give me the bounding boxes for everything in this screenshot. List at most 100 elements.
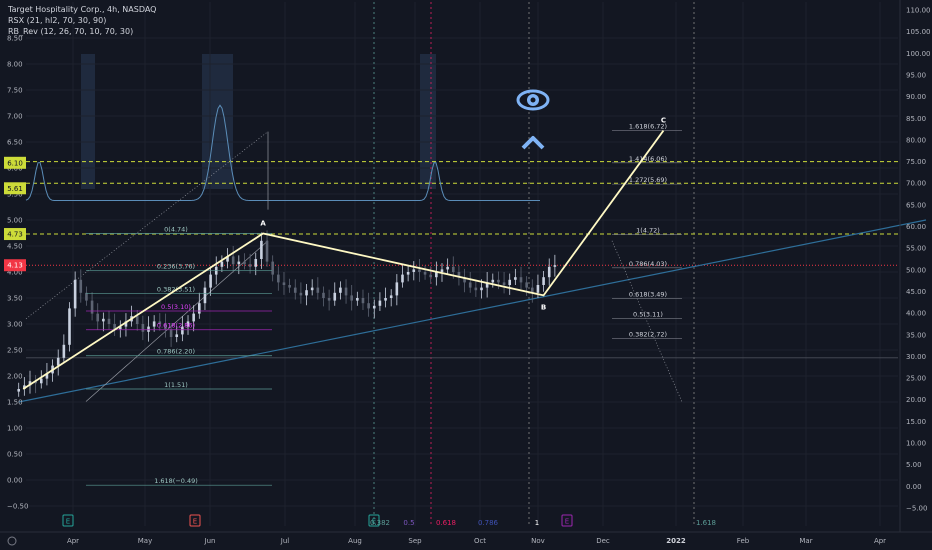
symbol-title: Target Hospitality Corp., 4h, NASDAQ — [8, 5, 157, 14]
earnings-marker-label: E — [565, 518, 569, 526]
x-axis-tick: Jun — [204, 537, 216, 545]
candle-body — [102, 318, 105, 322]
candle-body — [474, 287, 478, 291]
candle-body — [79, 279, 83, 293]
candle-body — [525, 282, 528, 288]
candle-body — [68, 308, 71, 345]
right-axis-tick: 0.00 — [906, 483, 922, 491]
right-axis-tick: 10.00 — [906, 440, 926, 448]
right-axis-tick: 110.00 — [906, 7, 931, 15]
candle-body — [547, 266, 551, 278]
price-label-text: 4.73 — [7, 231, 23, 239]
candle-body — [113, 324, 116, 330]
x-axis-tick: Sep — [408, 537, 422, 545]
candle-body — [243, 261, 246, 265]
time-fib-label: 1.618 — [696, 519, 716, 527]
candle-body — [198, 303, 201, 314]
candle-body — [152, 321, 156, 327]
candle-body — [277, 274, 280, 283]
candle-body — [333, 292, 337, 301]
candle-body — [192, 313, 195, 322]
price-label-badge — [4, 156, 26, 169]
candle-body — [519, 277, 523, 283]
right-axis-tick: 55.00 — [906, 245, 926, 253]
rb-rev-indicator-label: RB_Rev (12, 26, 70, 10, 70, 30) — [8, 27, 134, 36]
candle-body — [203, 287, 207, 304]
left-axis-tick: 8.50 — [7, 35, 23, 43]
candle-body — [175, 334, 179, 337]
candle-body — [463, 277, 466, 283]
candle-body — [322, 292, 325, 298]
x-axis-tick: Jul — [280, 537, 290, 545]
candle-body — [457, 272, 461, 278]
eye-iris-icon — [530, 97, 536, 103]
fib-retracement-label: 1.618(−0.49) — [154, 477, 198, 485]
left-axis-tick: 3.50 — [7, 295, 23, 303]
candle-body — [169, 329, 173, 337]
right-axis-tick: 80.00 — [906, 136, 926, 144]
candle-body — [141, 324, 145, 332]
rsx-highlight-band — [81, 54, 95, 189]
candle-body — [265, 240, 269, 262]
candle-body — [372, 305, 376, 309]
candle-body — [395, 282, 399, 296]
candle-body — [90, 300, 94, 314]
left-axis-tick: 8.00 — [7, 61, 23, 69]
fib-extension-label: 1(4.72) — [636, 227, 660, 235]
channel-line-lower — [85, 240, 269, 402]
right-axis-tick: −5.00 — [906, 505, 927, 513]
fib-retracement-label: 0(4.74) — [164, 226, 188, 234]
elliott-wave-line — [22, 130, 665, 390]
chart-header: Target Hospitality Corp., 4h, NASDAQ RSX… — [8, 4, 156, 37]
left-axis-tick: 1.50 — [7, 399, 23, 407]
right-axis-tick: 65.00 — [906, 201, 926, 209]
candle-body — [412, 269, 416, 272]
candle-body — [536, 285, 540, 293]
candle-body — [502, 282, 506, 285]
right-axis-tick: 70.00 — [906, 180, 926, 188]
candle-body — [107, 318, 111, 324]
fib-extension-label: 1.618(6.72) — [629, 123, 667, 131]
time-fib-label: 0.618 — [436, 519, 456, 527]
candle-body — [135, 316, 139, 324]
candle-body — [429, 274, 433, 278]
candle-body — [45, 373, 49, 379]
candle-body — [231, 256, 235, 265]
right-axis-tick: 95.00 — [906, 71, 926, 79]
left-axis-tick: 3.00 — [7, 321, 23, 329]
x-axis-tick: Mar — [799, 537, 812, 545]
candle-body — [237, 261, 241, 265]
trendline — [18, 219, 927, 403]
left-axis-tick: 7.50 — [7, 87, 23, 95]
earnings-marker-label: E — [193, 518, 197, 526]
left-axis-tick: 5.00 — [7, 217, 23, 225]
x-axis-tick: Nov — [531, 537, 545, 545]
candle-body — [497, 279, 500, 283]
x-axis-tick: Feb — [737, 537, 750, 545]
left-axis-tick: 6.50 — [7, 139, 23, 147]
left-axis-tick: −0.50 — [7, 503, 28, 511]
candle-body — [260, 240, 263, 259]
fib-extension-label: 1.272(5.69) — [629, 176, 667, 184]
candle-body — [406, 272, 410, 275]
rsx-highlight-band — [420, 54, 436, 189]
candle-body — [164, 324, 167, 330]
wave-label-a: A — [260, 220, 266, 228]
candle-body — [553, 265, 557, 267]
candle-body — [435, 272, 438, 278]
fib-extension-label: 0.5(3.11) — [633, 310, 663, 318]
candle-body — [339, 287, 342, 293]
candle-body — [209, 274, 212, 288]
right-axis-tick: 50.00 — [906, 266, 926, 274]
candle-body — [440, 269, 444, 272]
right-axis-tick: 45.00 — [906, 288, 926, 296]
earnings-marker-label: E — [66, 518, 70, 526]
fib-retracement-label: 1(1.51) — [164, 381, 188, 389]
candle-body — [530, 287, 534, 293]
left-axis-tick: 7.00 — [7, 113, 23, 121]
earnings-marker-icon — [368, 514, 380, 527]
candle-body — [344, 287, 348, 296]
right-axis-tick: 30.00 — [906, 353, 926, 361]
